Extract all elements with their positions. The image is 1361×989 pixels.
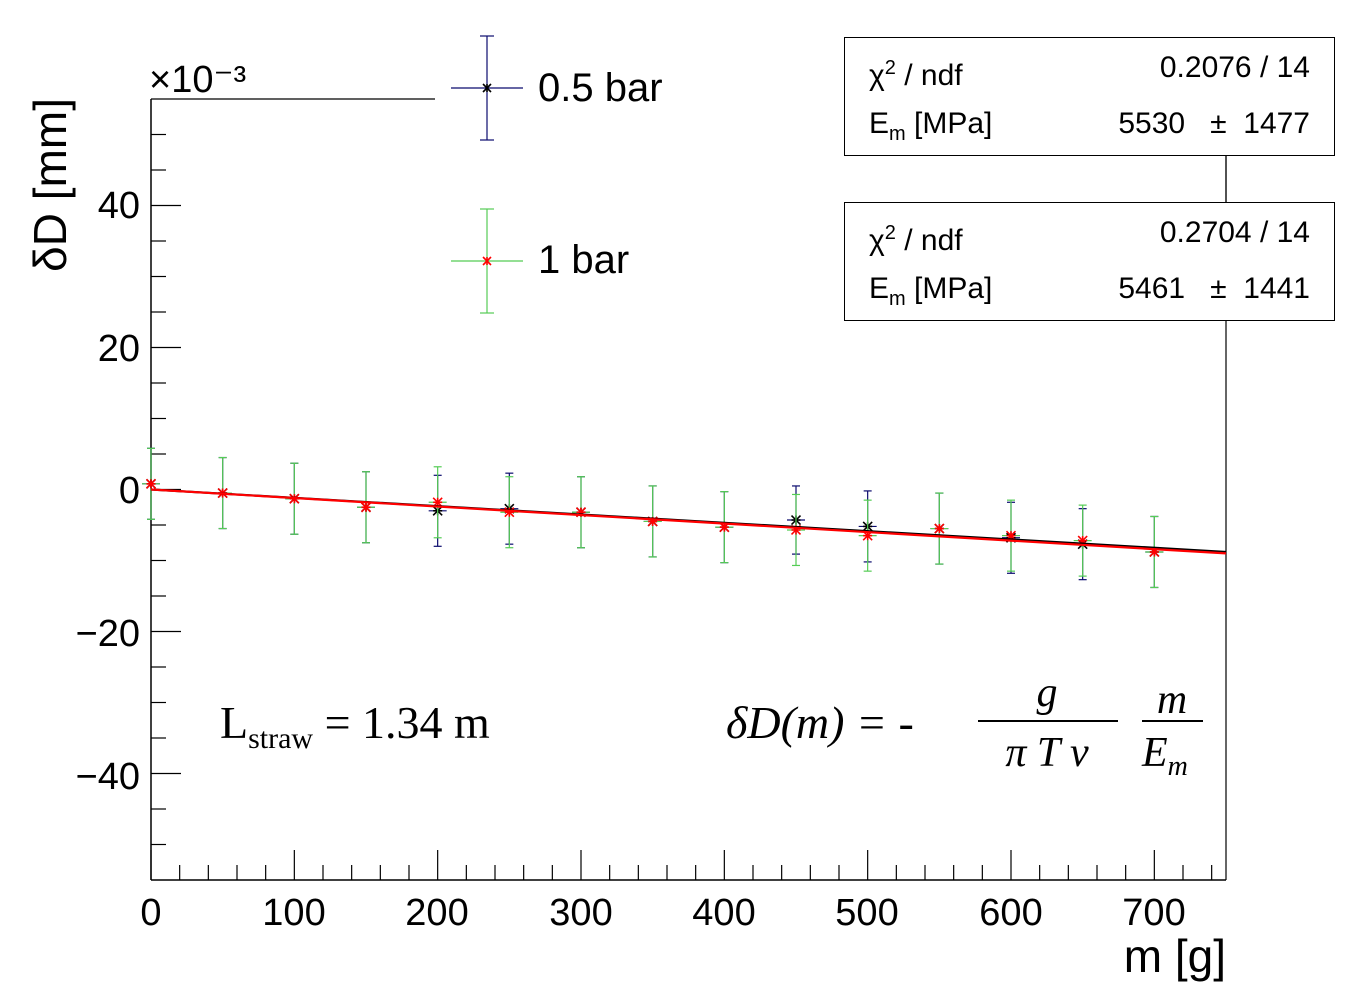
modulus-row: Em [MPa] 5530 ± 1477 [845,104,1334,145]
data-point [643,485,662,558]
marker-d2 [504,507,515,518]
data-point [858,499,877,572]
legend-label-0-5-bar: 0.5 bar [538,66,663,110]
formula-denominator-em: Em [1141,730,1188,782]
formula-annotation: δD(m) = - g π T ν m Em [726,670,1203,782]
legend-marker-1-bar [451,208,523,314]
modulus-label: Em [MPa] [869,272,993,310]
chi2-row: χ2 / ndf 0.2076 / 14 [845,48,1334,92]
data-point [572,476,590,549]
x-tick-label: 100 [262,892,325,934]
y-tick-label: 20 [98,328,140,370]
x-tick-label: 700 [1122,892,1185,934]
x-tick-label: 400 [692,892,755,934]
chi2-value: 0.2076 / 14 [1159,51,1310,84]
length-subscript: straw [248,722,313,755]
formula-denominator-pi-t-nu: π T ν [1005,730,1089,776]
legend-marker-0-5-bar [451,35,523,141]
data-point [142,447,160,520]
y-tick-label: 0 [119,470,140,512]
formula-numerator-g: g [1037,670,1058,716]
x-tick-label: 300 [549,892,612,934]
formula-lhs: δD(m) = - [726,697,914,748]
data-point [930,492,949,565]
y-axis-title: δD [mm] [24,98,76,272]
x-tick-label: 500 [835,892,898,934]
legend-label-1-bar: 1 bar [538,238,630,282]
data-point [715,491,734,564]
data-point [1073,504,1092,577]
marker-d2 [934,523,945,534]
x-axis-title: m [g] [1124,930,1226,982]
data-point [1145,515,1164,589]
length-value: = 1.34 m [313,697,490,748]
x-tick-label: 600 [979,892,1042,934]
fit-stats-box-0-5-bar: χ2 / ndf 0.2076 / 14 Em [MPa] 5530 ± 147… [844,37,1335,156]
fit-lines [150,488,1227,555]
y-tick-labels: −40 −20 0 20 40 [76,185,140,798]
modulus-value: 5461 ± 1441 [1118,272,1310,305]
formula-em-symbol: E [1141,730,1168,776]
legend-markers [451,35,523,314]
y-exponent-label: ×10⁻³ [149,59,246,101]
data-point [787,493,805,567]
y-tick-label: −40 [76,756,140,798]
x-tick-label: 200 [405,892,468,934]
data-point [428,466,447,539]
data-point [1002,499,1020,572]
straw-length-annotation: Lstraw = 1.34 m [220,697,490,755]
data-point [357,471,375,544]
formula-em-subscript: m [1168,751,1188,782]
chi2-label: χ2 / ndf [869,222,963,257]
modulus-label: Em [MPa] [869,107,993,145]
axis-ticks [150,133,1213,880]
x-tick-label: 0 [140,892,161,934]
length-symbol: L [220,697,248,748]
marker-d2 [145,478,157,489]
x-tick-labels: 0 100 200 300 400 500 600 700 [140,892,1185,934]
marker-d2 [360,502,372,513]
fit-1-bar [150,488,1227,555]
modulus-row: Em [MPa] 5461 ± 1441 [845,269,1334,310]
y-tick-label: 40 [98,185,140,227]
modulus-value: 5530 ± 1477 [1118,107,1310,140]
y-tick-label: −20 [76,613,140,655]
chi2-label: χ2 / ndf [869,57,963,92]
chi2-value: 0.2704 / 14 [1159,216,1310,249]
chi2-row: χ2 / ndf 0.2704 / 14 [845,213,1334,257]
fit-stats-box-1-bar: χ2 / ndf 0.2704 / 14 Em [MPa] 5461 ± 144… [844,202,1335,321]
formula-numerator-m: m [1157,677,1187,723]
